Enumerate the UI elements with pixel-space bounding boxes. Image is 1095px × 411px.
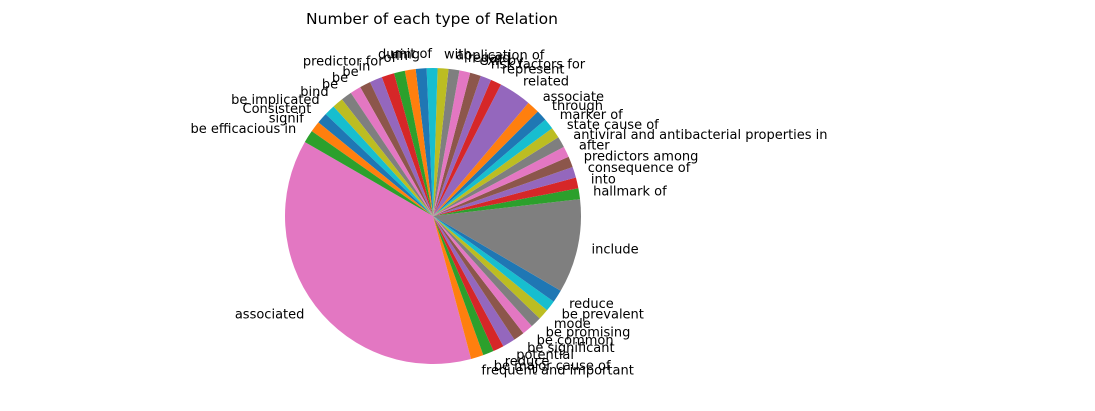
pie-slice-label: related — [523, 74, 569, 89]
pie-slice-label: into — [591, 173, 616, 188]
pie-slice — [318, 114, 433, 216]
pie-slice — [304, 131, 433, 216]
pie-slice-label: exit by — [480, 54, 525, 69]
pie-slice-label: mode — [554, 317, 591, 332]
pie-slice-label: be efficacious in — [191, 122, 297, 137]
pie-slice-label: be prevalent — [562, 308, 644, 323]
pie-slice — [341, 92, 433, 216]
pie-slice — [369, 77, 433, 216]
pie-slice-label: frequent and important — [481, 364, 633, 379]
pie-slice — [433, 216, 515, 347]
pie-slice-label: predictor for — [303, 55, 384, 70]
pie-slice-label: potential — [516, 348, 574, 363]
pie-slice-label: associate — [543, 90, 604, 105]
pie-slice-label: application of — [456, 49, 545, 64]
pie-slice-label: Consistent — [243, 102, 312, 117]
pie-slice — [433, 216, 554, 311]
pie-slice — [433, 102, 538, 216]
pie-slice — [433, 199, 582, 291]
pie-slice-label: hallmark of — [593, 185, 667, 200]
pie-slice — [433, 216, 540, 327]
pie-slice-label: reduce — [505, 354, 550, 369]
pie-slice-label: be — [332, 71, 348, 86]
pie-slice-label: unit of — [390, 47, 432, 62]
pie-slice — [433, 166, 576, 216]
pie-slice-label: be significant — [527, 341, 615, 356]
pie-slice-label: in — [359, 60, 371, 75]
pie-slice — [433, 156, 573, 216]
pie-slice — [433, 68, 449, 216]
pie-slice — [433, 216, 524, 340]
pie-slice — [433, 216, 504, 352]
pie-slice-label: state cause of — [567, 118, 659, 133]
pie-slice — [433, 137, 564, 216]
pie-slice — [285, 142, 472, 365]
pie-slice-label: be common — [537, 334, 614, 349]
pie-slice-label: risk factors for — [491, 58, 586, 73]
pie-slice-label: include — [592, 242, 639, 257]
pie-slice-label: be implicated — [231, 93, 320, 108]
pie-slice-label: through — [552, 99, 603, 114]
pie-slice — [433, 146, 569, 216]
pie-slice — [360, 82, 433, 216]
pie-slice — [433, 177, 579, 216]
pie-slice-label: bind — [300, 85, 328, 100]
pie-slice — [433, 70, 471, 216]
pie-slice-label: be — [322, 78, 338, 93]
chart-title: Number of each type of Relation — [306, 10, 558, 28]
pie-slice-label: after — [579, 139, 610, 154]
pie-slice — [350, 87, 433, 217]
pie-slice-label: with — [444, 47, 472, 62]
pie-slice-label: during — [378, 48, 420, 63]
pie-slice — [333, 99, 433, 216]
pie-slice — [433, 111, 546, 216]
pie-slice-label: associated — [235, 308, 305, 323]
pie-slice-label: antiviral and antibacterial properties i… — [573, 128, 827, 143]
pie-slice — [433, 119, 553, 216]
pie-slice — [404, 69, 433, 217]
pie-slice-label: represent — [502, 62, 564, 77]
pie-slice-label: marker of — [560, 108, 623, 123]
pie-slice-label: in — [396, 49, 408, 64]
pie-slice — [426, 67, 438, 217]
pie-slice — [433, 79, 501, 216]
pie-slice-label: consequence of — [588, 161, 691, 176]
pie-slice — [433, 84, 529, 216]
pie-slice-label: be major cause of — [494, 359, 611, 374]
pie-slice — [433, 188, 581, 216]
pie-slice — [415, 68, 433, 216]
pie-slice — [433, 68, 460, 216]
pie-slice-label: reduce — [569, 297, 614, 312]
pie-slice-label: of — [384, 51, 397, 66]
pie-slice-label: predictors among — [584, 150, 699, 165]
pie-slice — [433, 216, 561, 302]
pie-slice-label: be promising — [546, 326, 631, 341]
pie-slice — [433, 216, 484, 360]
pie-slice-label: regard — [468, 51, 511, 66]
pie-wedges — [285, 67, 582, 365]
pie-slice — [433, 75, 492, 216]
pie-slice — [394, 70, 433, 216]
pie-slice — [433, 216, 532, 334]
pie-slice — [325, 106, 433, 216]
pie-slice — [433, 216, 548, 319]
pie-slice — [311, 122, 433, 216]
pie-slice — [433, 72, 481, 216]
pie-slice — [433, 216, 494, 356]
pie-slice-label: signif — [269, 111, 304, 126]
pie-slice — [381, 73, 433, 216]
pie-slice-label: be — [342, 65, 358, 80]
pie-slice — [433, 128, 559, 216]
